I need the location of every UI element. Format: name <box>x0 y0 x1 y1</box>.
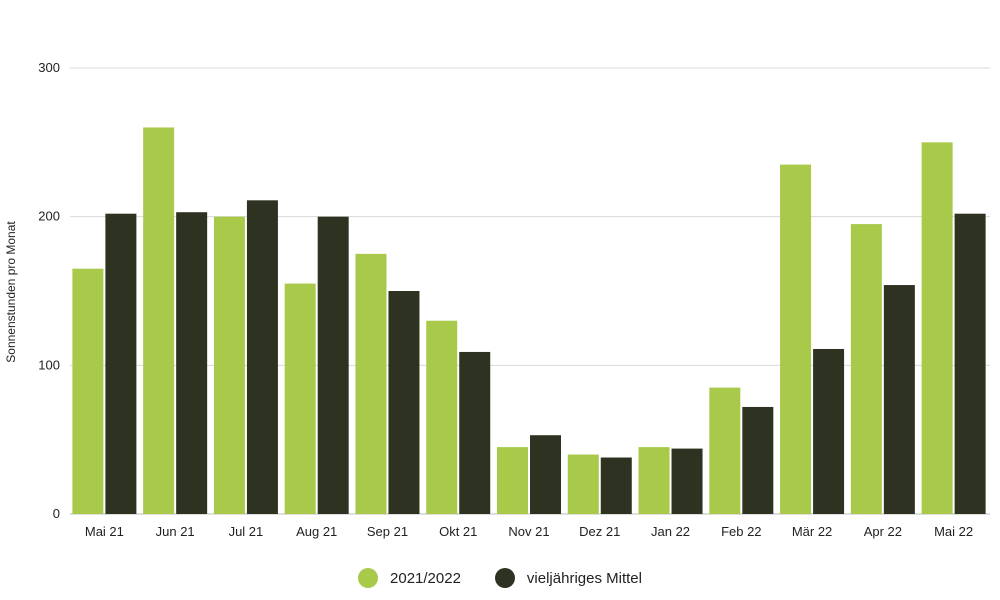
bar-series-1-6 <box>497 447 528 514</box>
bars <box>72 127 986 515</box>
x-tick-label-9: Feb 22 <box>721 524 761 539</box>
bar-series-1-11 <box>850 224 882 514</box>
bar-series-2-7 <box>600 457 632 514</box>
bar-series-2-0 <box>105 213 137 514</box>
bar-series-1-7 <box>567 454 599 514</box>
bar-series-1-5 <box>426 320 458 514</box>
x-tick-label-0: Mai 21 <box>85 524 124 539</box>
bar-series-1-1 <box>143 127 175 514</box>
bar-series-2-3 <box>317 216 349 514</box>
y-tick-label-300: 300 <box>38 60 60 75</box>
bar-series-2-10 <box>813 348 845 514</box>
legend-item-series-1: 2021/2022 <box>358 568 461 588</box>
legend-label-series-2: vieljähriges Mittel <box>526 569 642 587</box>
legend-swatch-series-2 <box>494 568 515 588</box>
bar-series-1-4 <box>355 253 387 515</box>
x-axis-ticks: Mai 21 Jun 21 Jul 21 Aug 21 Sep 21 Okt 21 Nov … <box>85 524 973 539</box>
legend-swatch-series-1 <box>358 568 379 588</box>
bar-series-2-11 <box>883 285 915 514</box>
x-tick-label-5: Okt 21 <box>439 524 477 539</box>
y-tick-label-100: 100 <box>38 357 60 372</box>
x-tick-label-7: Dez 21 <box>579 524 620 539</box>
bar-series-2-5 <box>459 351 491 514</box>
legend-item-series-2: vieljähriges Mittel <box>494 568 642 588</box>
x-tick-label-10: Mär 22 <box>792 524 832 539</box>
bar-series-2-4 <box>388 291 420 514</box>
legend: 2021/2022 vieljähriges Mittel <box>0 568 1000 588</box>
bar-series-2-2 <box>246 200 278 514</box>
x-tick-label-3: Aug 21 <box>296 524 337 539</box>
bar-series-1-2 <box>213 216 245 514</box>
bar-series-2-12 <box>954 213 986 514</box>
x-tick-label-8: Jan 22 <box>651 524 690 539</box>
x-tick-label-1: Jun 21 <box>156 524 195 539</box>
bar-series-2-9 <box>742 406 774 514</box>
x-tick-label-12: Mai 22 <box>934 524 973 539</box>
bar-series-2-8 <box>671 448 703 514</box>
y-axis-title: Sonnenstunden pro Monat <box>4 221 18 363</box>
bar-series-1-8 <box>638 447 670 514</box>
bar-series-1-10 <box>780 164 812 514</box>
x-tick-label-2: Jul 21 <box>229 524 264 539</box>
x-tick-label-4: Sep 21 <box>367 524 408 539</box>
bar-series-1-0 <box>72 268 104 514</box>
legend-label-series-1: 2021/2022 <box>390 569 461 587</box>
y-tick-label-0: 0 <box>53 506 60 521</box>
bar-series-1-9 <box>709 387 741 514</box>
bar-series-2-6 <box>530 435 561 514</box>
x-tick-label-6: Nov 21 <box>508 524 549 539</box>
y-tick-label-200: 200 <box>38 209 60 224</box>
bar-chart: 0 100 200 300 Sonnenstunden pro Monat Mai 2… <box>4 60 990 539</box>
y-axis-ticks: 0 100 200 300 <box>38 60 60 521</box>
bar-series-1-3 <box>284 283 316 514</box>
bar-series-1-12 <box>921 142 953 515</box>
x-tick-label-11: Apr 22 <box>864 524 902 539</box>
bar-series-2-1 <box>176 212 208 514</box>
